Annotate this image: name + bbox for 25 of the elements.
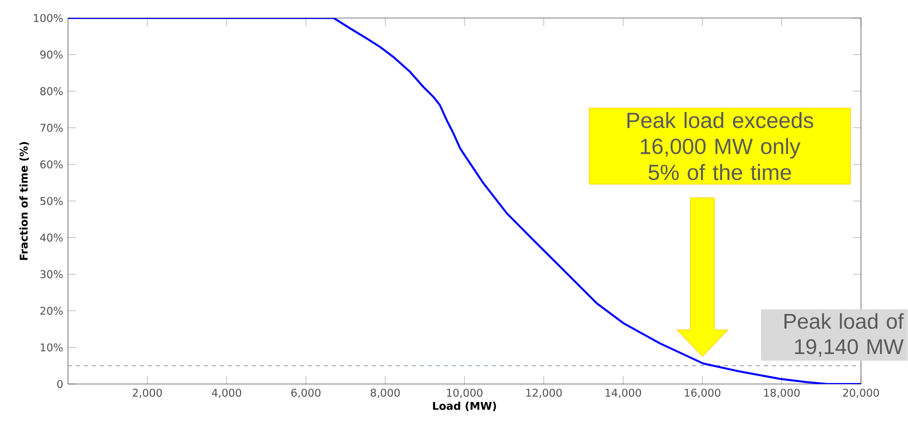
x-tick-label: 14,000 [606, 388, 642, 398]
y-tick-label: 60% [40, 160, 63, 168]
y-tick-label: 50% [40, 196, 63, 206]
y-tick-label: 90% [40, 50, 63, 59]
annotation: Peak load of 19,140 MW [784, 313, 904, 357]
y-tick-label: 0 [57, 380, 63, 388]
x-tick-label: 20,000 [843, 388, 879, 398]
y-tick-label: 40% [40, 234, 63, 242]
y-tick-label: 100% [34, 14, 63, 22]
annotation: Peak load exceeds 16,000 MW only 5% of the time [627, 112, 814, 180]
y-tick-label: 30% [40, 270, 63, 278]
y-tick-label: 10% [40, 343, 63, 352]
x-tick-label: 12,000 [526, 388, 562, 398]
y-tick-label: 70% [40, 124, 63, 132]
x-tick-label: 2,000 [132, 388, 162, 398]
x-tick-label: 18,000 [764, 388, 800, 398]
x-tick-label: 16,000 [684, 388, 720, 398]
x-tick-label: 6,000 [291, 388, 320, 398]
y-tick-label: 20% [40, 306, 63, 315]
y-tick-label: 80% [40, 87, 63, 96]
x-axis-title: Load (MW) [433, 402, 496, 412]
x-tick-label: 10,000 [447, 388, 482, 398]
y-axis-title: Fraction of time (%) [19, 142, 29, 260]
x-tick-label: 4,000 [212, 388, 242, 398]
x-tick-label: 8,000 [370, 388, 400, 398]
